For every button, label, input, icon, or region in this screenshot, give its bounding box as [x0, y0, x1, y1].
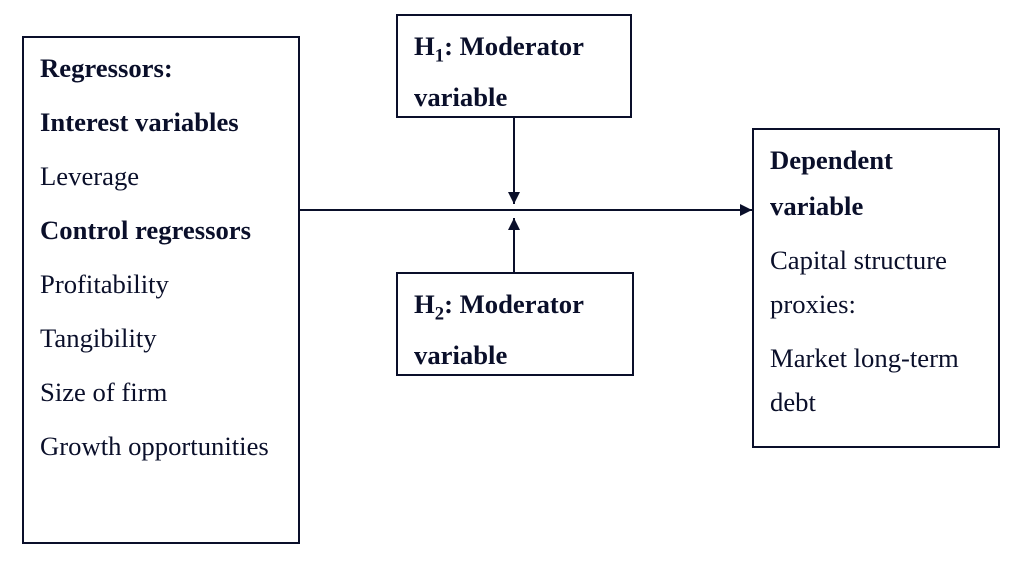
size-item: Size of firm [40, 374, 282, 410]
spacer [40, 194, 282, 212]
spacer [770, 376, 982, 384]
h1-label-line2: variable [414, 79, 614, 115]
h1-label-line1: H1: Moderator [414, 28, 614, 69]
h2-suffix: : Moderator [444, 289, 584, 319]
h1-prefix: H [414, 31, 435, 61]
regressors-heading: Regressors: [40, 50, 282, 86]
spacer [770, 178, 982, 188]
h2-prefix: H [414, 289, 435, 319]
spacer [770, 278, 982, 286]
capital-structure-line1: Capital structure [770, 242, 982, 278]
market-debt-line2: debt [770, 384, 982, 420]
spacer [40, 302, 282, 320]
spacer [40, 248, 282, 266]
spacer [414, 327, 616, 337]
growth-item: Growth opportunities [40, 428, 282, 464]
diagram-canvas: Regressors: Interest variables Leverage … [0, 0, 1024, 561]
spacer [40, 356, 282, 374]
dependent-heading-2: variable [770, 188, 982, 224]
dependent-heading-1: Dependent [770, 142, 982, 178]
spacer [40, 410, 282, 428]
market-debt-line1: Market long-term [770, 340, 982, 376]
spacer [40, 140, 282, 158]
h1-suffix: : Moderator [444, 31, 584, 61]
spacer [770, 322, 982, 340]
spacer [770, 224, 982, 242]
spacer [414, 69, 614, 79]
h1-moderator-box: H1: Moderator variable [396, 14, 632, 118]
capital-structure-line2: proxies: [770, 286, 982, 322]
h2-moderator-box: H2: Moderator variable [396, 272, 634, 376]
profitability-item: Profitability [40, 266, 282, 302]
interest-variables-heading: Interest variables [40, 104, 282, 140]
dependent-variable-box: Dependent variable Capital structure pro… [752, 128, 1000, 448]
h1-subscript: 1 [435, 45, 444, 66]
regressors-box: Regressors: Interest variables Leverage … [22, 36, 300, 544]
h2-subscript: 2 [435, 303, 444, 324]
tangibility-item: Tangibility [40, 320, 282, 356]
h2-label-line1: H2: Moderator [414, 286, 616, 327]
leverage-item: Leverage [40, 158, 282, 194]
control-regressors-heading: Control regressors [40, 212, 282, 248]
spacer [40, 86, 282, 104]
h2-label-line2: variable [414, 337, 616, 373]
